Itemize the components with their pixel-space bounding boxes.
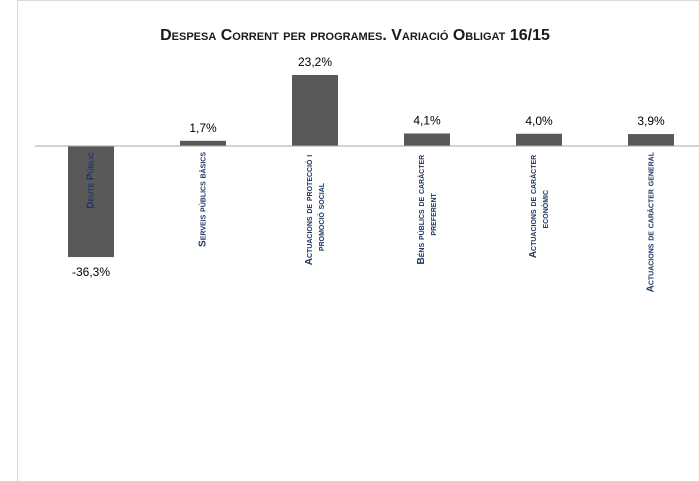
- x-tick-label: Actuacions de caràcter general: [646, 151, 657, 292]
- chart-frame: [17, 0, 699, 481]
- bar: [516, 133, 562, 146]
- bar: [68, 146, 114, 258]
- value-label: 4,1%: [413, 114, 441, 128]
- value-label: 3,9%: [637, 114, 665, 128]
- bar: [404, 133, 450, 146]
- bar: [628, 134, 674, 146]
- x-tick-label: Deute Públic: [86, 152, 97, 209]
- bar: [180, 140, 226, 146]
- value-label: 1,7%: [189, 121, 217, 135]
- bar: [292, 75, 338, 146]
- x-tick-label: Actuacions de caràcter econòmic: [528, 152, 551, 258]
- x-tick-label: Béns públics de caràcter preferent: [416, 152, 439, 264]
- chart-title: Despesa Corrent per programes. Variació …: [160, 27, 550, 44]
- value-label: -36,3%: [72, 265, 110, 279]
- x-tick-label: Actuacions de protecció i promoció socia…: [304, 152, 327, 265]
- x-tick-label: Serveis públics bàsics: [198, 152, 209, 247]
- value-label: 23,2%: [298, 55, 332, 69]
- value-label: 4,0%: [525, 114, 553, 128]
